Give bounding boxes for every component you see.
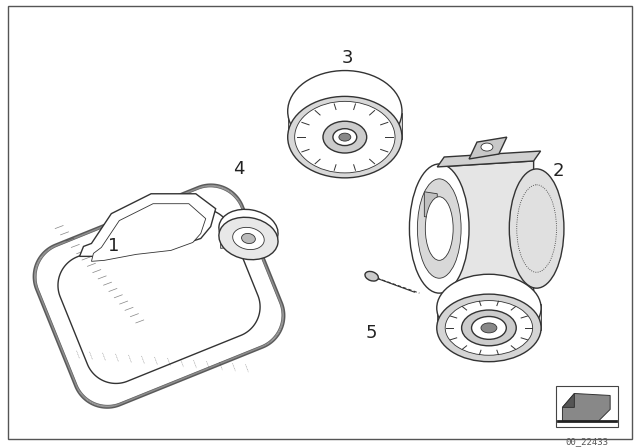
Bar xyxy=(557,386,618,427)
Polygon shape xyxy=(58,209,260,383)
Ellipse shape xyxy=(481,143,493,151)
Text: 1: 1 xyxy=(108,237,119,255)
Polygon shape xyxy=(79,194,216,256)
Ellipse shape xyxy=(436,294,541,362)
Ellipse shape xyxy=(288,96,402,178)
Polygon shape xyxy=(437,161,534,296)
Polygon shape xyxy=(563,393,610,421)
Ellipse shape xyxy=(294,101,395,173)
Text: 00_22433: 00_22433 xyxy=(566,437,609,446)
Polygon shape xyxy=(437,304,541,330)
Ellipse shape xyxy=(323,121,367,153)
Ellipse shape xyxy=(445,301,532,355)
Ellipse shape xyxy=(426,197,453,260)
Ellipse shape xyxy=(219,209,278,252)
Ellipse shape xyxy=(333,129,356,146)
Ellipse shape xyxy=(339,133,351,141)
Text: 4: 4 xyxy=(233,160,244,178)
Ellipse shape xyxy=(365,271,378,281)
Polygon shape xyxy=(92,204,205,261)
Polygon shape xyxy=(563,393,574,407)
Ellipse shape xyxy=(241,233,255,244)
Ellipse shape xyxy=(219,217,278,260)
Ellipse shape xyxy=(436,274,541,342)
Polygon shape xyxy=(288,113,402,139)
Ellipse shape xyxy=(233,228,264,250)
Text: 3: 3 xyxy=(342,49,353,67)
Polygon shape xyxy=(221,228,276,248)
Polygon shape xyxy=(469,137,507,159)
Ellipse shape xyxy=(288,70,402,152)
Text: 5: 5 xyxy=(366,324,378,342)
Ellipse shape xyxy=(472,316,506,339)
Ellipse shape xyxy=(410,164,469,293)
Ellipse shape xyxy=(461,310,516,346)
Ellipse shape xyxy=(509,169,564,288)
Text: 2: 2 xyxy=(553,162,564,180)
Ellipse shape xyxy=(417,179,461,278)
Polygon shape xyxy=(437,151,541,167)
Polygon shape xyxy=(424,192,437,219)
Ellipse shape xyxy=(481,323,497,333)
